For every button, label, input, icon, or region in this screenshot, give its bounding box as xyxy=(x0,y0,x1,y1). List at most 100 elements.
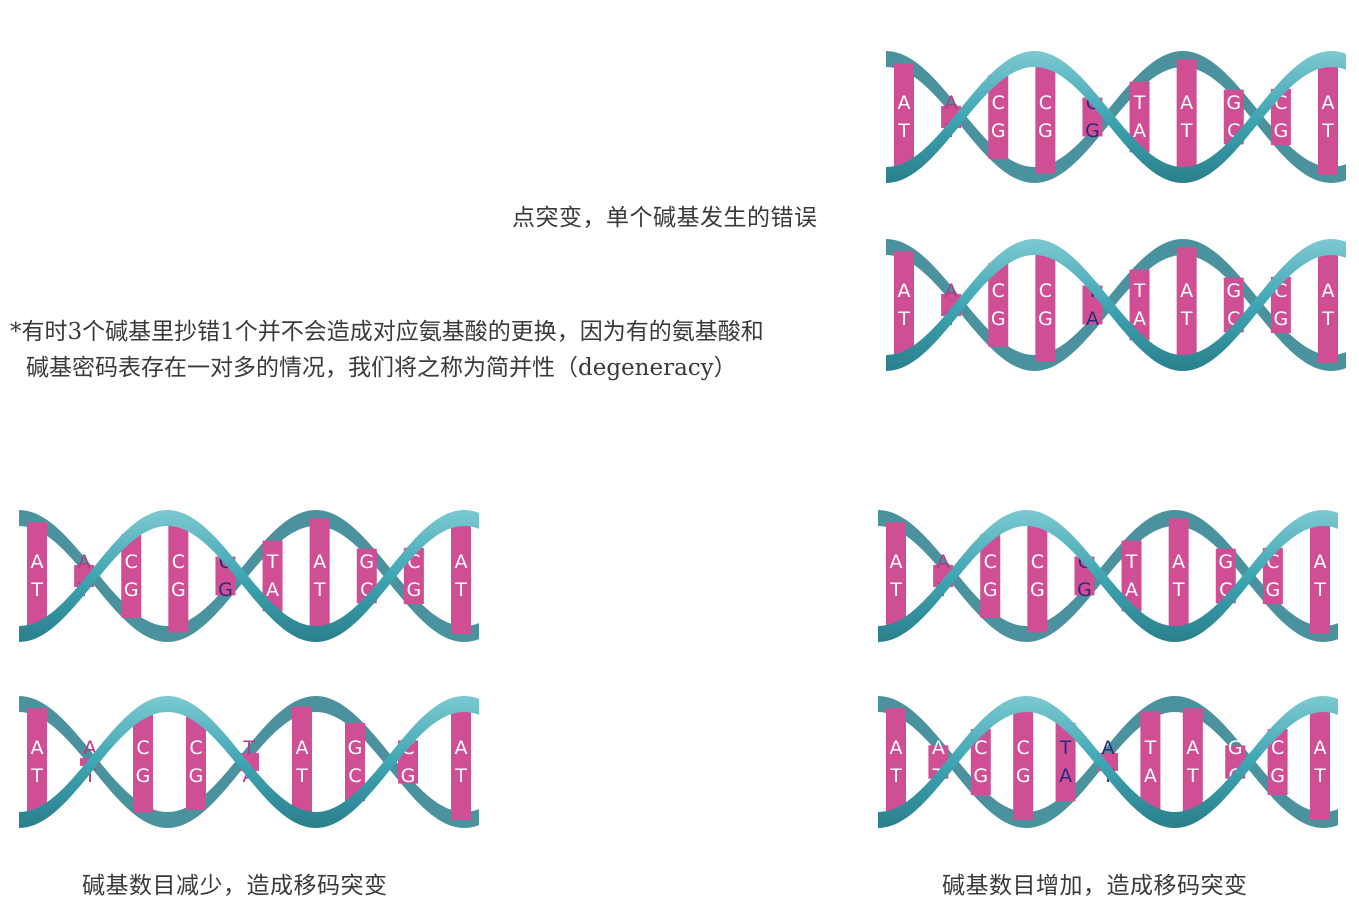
base-bottom: G xyxy=(973,765,988,787)
base-bottom: A xyxy=(1133,308,1146,330)
base-pair: AT xyxy=(292,706,312,818)
rung xyxy=(1027,519,1048,633)
base-bottom: G xyxy=(401,765,416,787)
base-top: C xyxy=(1017,737,1030,759)
base-bottom: T xyxy=(30,579,43,601)
base-top: A xyxy=(937,551,950,573)
base-pair: TA xyxy=(1129,81,1150,153)
base-bottom: T xyxy=(1321,120,1334,142)
rung xyxy=(1013,704,1034,820)
helix-right-inserted: ATATCGCGTAATTAATGCCGAT xyxy=(878,696,1338,828)
base-pair: CG xyxy=(1027,519,1048,633)
base-bottom: G xyxy=(1274,308,1289,330)
rung xyxy=(186,714,206,810)
base-top: T xyxy=(1133,92,1146,114)
rung xyxy=(1318,247,1338,363)
rung xyxy=(1140,711,1161,813)
rung xyxy=(1223,89,1244,145)
base-bottom: T xyxy=(897,120,910,142)
back-strand xyxy=(886,51,1346,183)
helix-left-deleted: ATATCGCGTAATGCCGAT xyxy=(19,696,479,828)
base-pair: AT xyxy=(1318,247,1338,363)
base-pair: CG xyxy=(1270,276,1291,334)
caption-insertion: 碱基数目增加，造成移码突变 xyxy=(942,873,1248,899)
rung xyxy=(1267,728,1288,796)
rung xyxy=(451,518,471,634)
base-bottom: T xyxy=(1172,579,1185,601)
base-bottom: T xyxy=(1313,579,1326,601)
base-top: G xyxy=(1226,92,1241,114)
base-pair: TA xyxy=(262,540,283,612)
base-top: A xyxy=(84,737,97,759)
base-pair: CG xyxy=(133,711,153,813)
base-pair: CG xyxy=(988,263,1009,347)
base-pair: AT xyxy=(27,522,47,630)
base-top: A xyxy=(1322,92,1335,114)
rung xyxy=(988,263,1009,347)
base-bottom: T xyxy=(30,765,43,787)
rung xyxy=(1310,518,1330,634)
helix-right-original: ATATCGCGCGTAATGCCGAT xyxy=(878,510,1338,642)
base-bottom: A xyxy=(1133,120,1146,142)
rung xyxy=(133,711,153,813)
base-bottom: T xyxy=(1180,308,1193,330)
rung xyxy=(27,522,47,630)
base-bottom: T xyxy=(1180,120,1193,142)
base-top: T xyxy=(1125,551,1138,573)
base-pair: CG xyxy=(1270,88,1291,146)
base-bottom: G xyxy=(1085,120,1100,142)
base-top: A xyxy=(31,551,44,573)
rung xyxy=(345,722,365,802)
base-top: A xyxy=(455,737,468,759)
base-bottom: G xyxy=(1266,579,1281,601)
base-top: A xyxy=(1180,280,1193,302)
base-pair: AT xyxy=(1310,704,1330,820)
base-top: C xyxy=(974,737,987,759)
back-strand xyxy=(886,239,1346,371)
base-top: C xyxy=(992,280,1005,302)
base-top: T xyxy=(1144,737,1157,759)
base-top: G xyxy=(359,551,374,573)
base-top: A xyxy=(1322,280,1335,302)
base-pair: CG xyxy=(121,534,142,618)
rung xyxy=(886,708,906,816)
base-top: C xyxy=(992,92,1005,114)
base-top: A xyxy=(78,551,91,573)
front-strand xyxy=(19,510,479,642)
front-strand xyxy=(19,696,479,828)
base-top: T xyxy=(1133,280,1146,302)
base-pair: AT xyxy=(1168,518,1189,634)
base-bottom: A xyxy=(1125,579,1138,601)
rung xyxy=(1270,88,1291,146)
base-bottom: T xyxy=(897,308,910,330)
caption-point-mutation: 点突变，单个碱基发生的错误 xyxy=(512,205,818,231)
base-pair: AT xyxy=(451,518,471,634)
base-pair: TA xyxy=(1055,722,1076,802)
rung xyxy=(1129,269,1150,341)
base-top: C xyxy=(1039,92,1052,114)
rung xyxy=(886,522,906,630)
rung xyxy=(1035,60,1056,174)
base-bottom: G xyxy=(1038,308,1053,330)
base-bottom: G xyxy=(171,579,186,601)
base-top: A xyxy=(1314,551,1327,573)
base-bottom: G xyxy=(218,579,233,601)
base-top: T xyxy=(242,737,255,759)
base-top: C xyxy=(136,737,149,759)
base-bottom: T xyxy=(454,765,467,787)
degeneracy-note-line1: *有时3个碱基里抄错1个并不会造成对应氨基酸的更换，因为有的氨基酸和 xyxy=(10,319,764,345)
base-bottom: A xyxy=(1059,765,1072,787)
base-bottom: T xyxy=(889,765,902,787)
rung xyxy=(292,706,312,818)
base-bottom: T xyxy=(1186,765,1199,787)
base-top: G xyxy=(1228,737,1243,759)
base-pair: GC xyxy=(345,722,365,802)
rung xyxy=(1176,247,1197,363)
rung xyxy=(1182,708,1203,816)
rung xyxy=(262,540,283,612)
base-top: A xyxy=(898,280,911,302)
base-pair: GC xyxy=(1223,277,1244,333)
degeneracy-note-line2: 碱基密码表存在一对多的情况，我们将之称为简并性（degeneracy） xyxy=(26,355,737,381)
base-pair: AT xyxy=(894,251,914,359)
rung xyxy=(309,518,330,634)
